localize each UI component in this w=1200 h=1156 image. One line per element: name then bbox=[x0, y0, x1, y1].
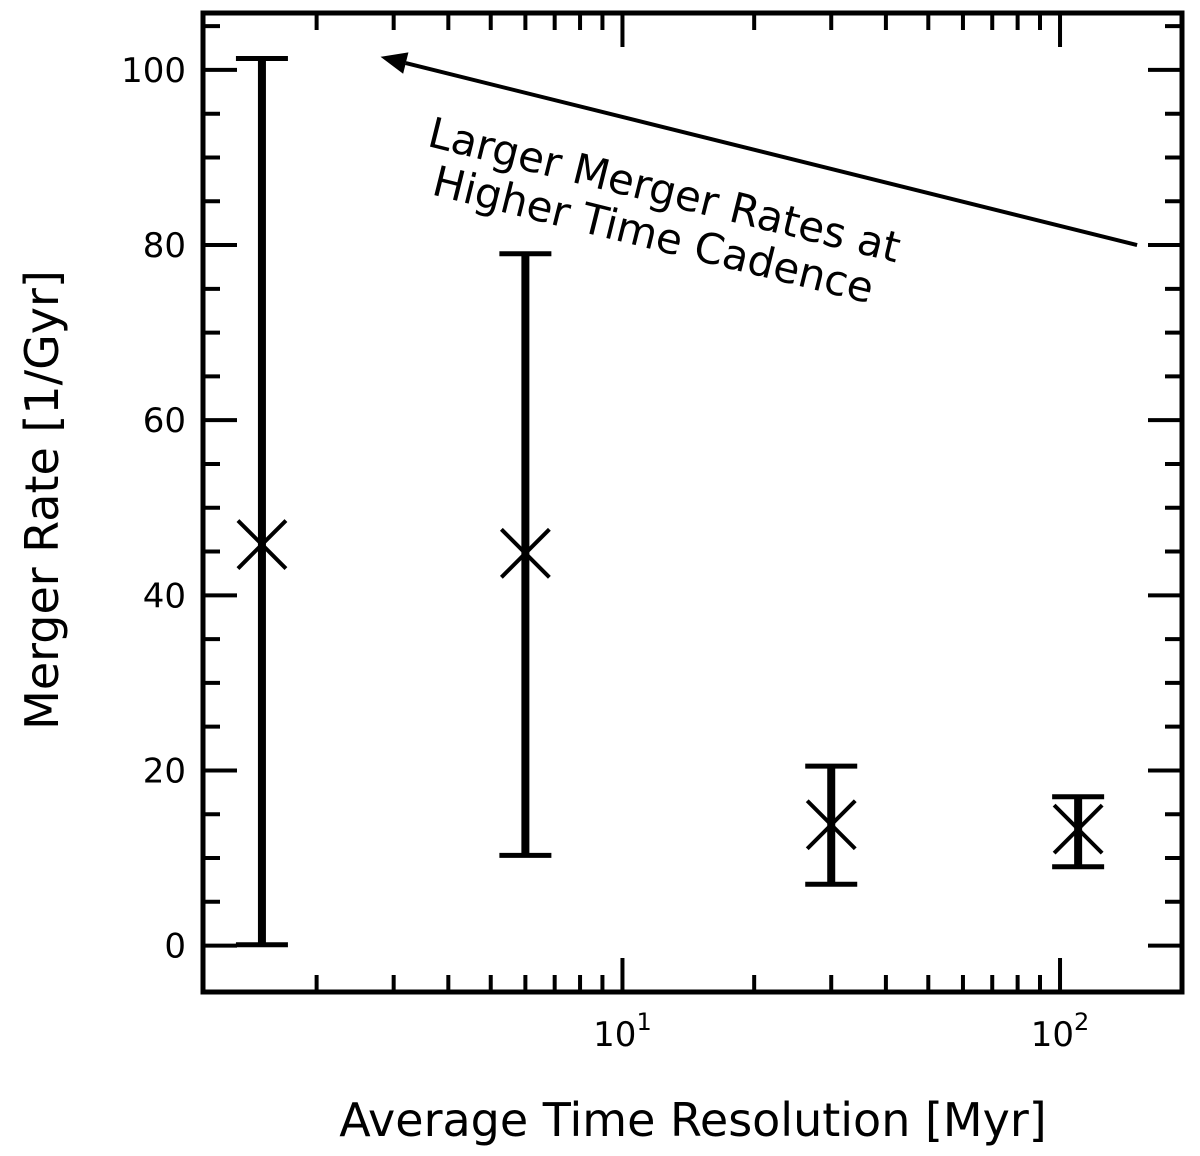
data-point-marker bbox=[499, 527, 551, 579]
x-tick-label: 102 bbox=[1031, 1008, 1090, 1055]
axis-labels: Average Time Resolution [Myr] Merger Rat… bbox=[15, 270, 1047, 1147]
y-axis-label: Merger Rate [1/Gyr] bbox=[15, 270, 69, 730]
x-tick-label-base: 10 bbox=[593, 1015, 636, 1055]
y-tick-label: 40 bbox=[143, 576, 186, 616]
annotation-arrowhead bbox=[380, 52, 409, 74]
y-tick-label: 0 bbox=[164, 927, 186, 967]
annotation-arrow-line bbox=[405, 61, 1138, 247]
plot-frame bbox=[200, 10, 1185, 995]
x-axis-label: Average Time Resolution [Myr] bbox=[339, 1093, 1046, 1147]
x-tick-label-base: 10 bbox=[1031, 1015, 1074, 1055]
data-point-marker bbox=[236, 519, 288, 570]
y-tick-label: 60 bbox=[143, 401, 186, 441]
x-tick-label-exponent: 1 bbox=[636, 1008, 651, 1036]
x-tick-label: 101 bbox=[593, 1008, 652, 1055]
data-point-marker bbox=[805, 799, 857, 851]
y-tick-label: 80 bbox=[143, 226, 186, 266]
y-tick-label: 20 bbox=[143, 751, 186, 791]
x-tick-label-exponent: 2 bbox=[1074, 1008, 1089, 1036]
y-tick-label: 100 bbox=[121, 51, 186, 91]
data-point-marker bbox=[1052, 803, 1104, 855]
data-marks bbox=[235, 56, 1105, 948]
